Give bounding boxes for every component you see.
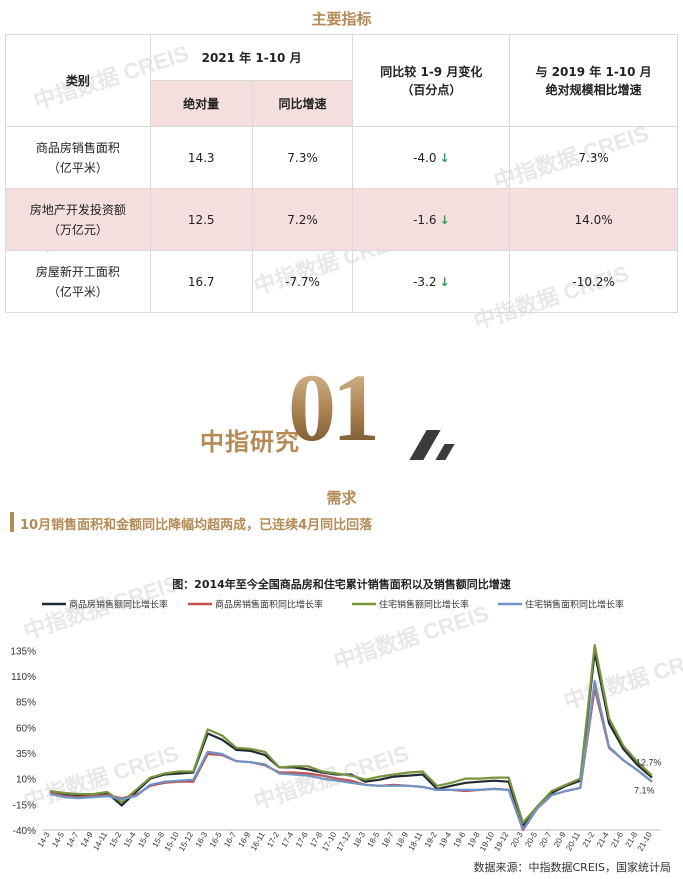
row-change: -1.6 ↓ xyxy=(352,188,511,251)
logo-number: 01 xyxy=(288,354,380,461)
chart-legend: 商品房销售额同比增长率 商品房销售面积同比增长率 住宅销售额同比增长率 住宅销售面积同… xyxy=(42,599,624,611)
x-tick-label: 15-4 xyxy=(122,830,138,849)
row-change: -4.0 ↓ xyxy=(352,126,511,189)
change-header: 同比较 1-9 月变化 （百分点） xyxy=(352,34,511,127)
data-source: 数据来源：中指数据CREIS，国家统计局 xyxy=(473,861,672,874)
y-tick-label: 135% xyxy=(10,646,36,657)
table-row: 房地产开发投资额 （万亿元） 12.5 7.2% -1.6 ↓ 14.0% xyxy=(5,188,678,251)
subtitle: 10月销售面积和金额同比降幅均超两成，已连续4月同比回落 xyxy=(20,518,373,533)
x-tick-label: 20-11 xyxy=(564,830,582,852)
x-tick-label: 16-5 xyxy=(208,830,224,849)
arrow-down-icon: ↓ xyxy=(439,150,450,165)
series-line xyxy=(49,643,653,824)
vs2019-header: 与 2019 年 1-10 月 绝对规模相比增速 xyxy=(509,34,678,127)
legend-label: 住宅销售额同比增长率 xyxy=(379,599,469,611)
yoy-header: 同比增速 xyxy=(251,80,354,127)
y-tick-label: 110% xyxy=(11,672,36,683)
row-yoy: -7.7% xyxy=(251,250,354,313)
legend-label: 商品房销售额同比增长率 xyxy=(69,599,168,611)
table-row: 商品房销售面积 （亿平米） 14.3 7.3% -4.0 ↓ 7.3% xyxy=(5,126,678,189)
x-tick-label: 20-7 xyxy=(538,830,554,849)
table-row: 房屋新开工面积 （亿平米） 16.7 -7.7% -3.2 ↓ -10.2% xyxy=(5,250,678,313)
row-abs: 14.3 xyxy=(149,126,253,189)
x-tick-label: 19-6 xyxy=(452,830,468,849)
abs-header: 绝对量 xyxy=(149,80,253,127)
x-tick-label: 20-5 xyxy=(523,830,539,849)
x-tick-label: 19-4 xyxy=(437,830,453,849)
arrow-down-icon: ↓ xyxy=(439,274,450,289)
data-label: 12.7% xyxy=(636,758,662,768)
period-header: 2021 年 1-10 月 xyxy=(149,34,354,81)
row-yoy: 7.2% xyxy=(251,188,354,251)
x-tick-label: 16-11 xyxy=(249,830,267,852)
logo-text: 中指研究 xyxy=(200,429,300,456)
slash-decoration xyxy=(435,444,455,460)
line-chart: 商品房销售额同比增长率 商品房销售面积同比增长率 住宅销售额同比增长率 住宅销售面积同… xyxy=(10,599,662,853)
category-header: 类别 xyxy=(5,34,151,127)
x-tick-label: 16-3 xyxy=(194,830,210,849)
x-tick-label: 20-3 xyxy=(509,830,525,849)
y-tick-label: 35% xyxy=(16,749,36,760)
x-tick-label: 14-7 xyxy=(65,830,81,849)
row-name: 商品房销售面积 （亿平米） xyxy=(5,126,151,189)
row-abs: 12.5 xyxy=(149,188,253,251)
arrow-down-icon: ↓ xyxy=(439,212,450,227)
y-tick-label: 10% xyxy=(16,775,36,786)
y-tick-label: -40% xyxy=(13,826,36,837)
x-tick-label: 14-11 xyxy=(91,830,109,852)
section-title-main-indicators: 主要指标 xyxy=(311,10,372,28)
row-abs: 16.7 xyxy=(149,250,253,313)
row-name: 房屋新开工面积 （亿平米） xyxy=(5,250,151,313)
x-tick-label: 14-3 xyxy=(36,830,52,849)
section-title-demand: 需求 xyxy=(326,489,357,507)
x-tick-label: 17-6 xyxy=(294,830,310,849)
row-yoy: 7.3% xyxy=(251,126,354,189)
x-tick-label: 14-5 xyxy=(50,830,66,849)
x-tick-label: 19-12 xyxy=(492,830,510,852)
x-tick-label: 21-4 xyxy=(595,830,611,849)
row-vs2019: 14.0% xyxy=(509,188,678,251)
x-tick-label: 21-10 xyxy=(636,830,654,852)
subtitle-accent-bar xyxy=(10,512,14,532)
x-tick-label: 21-6 xyxy=(609,830,625,849)
x-tick-label: 21-2 xyxy=(581,830,597,849)
row-vs2019: 7.3% xyxy=(509,126,678,189)
data-label: 7.1% xyxy=(634,786,655,796)
y-tick-label: -15% xyxy=(13,800,36,811)
slash-decoration xyxy=(409,430,441,460)
row-name: 房地产开发投资额 （万亿元） xyxy=(5,188,151,251)
x-tick-label: 15-6 xyxy=(136,830,152,849)
legend-label: 商品房销售面积同比增长率 xyxy=(215,599,323,611)
row-vs2019: -10.2% xyxy=(509,250,678,313)
x-tick-label: 16-7 xyxy=(222,830,238,849)
x-tick-label: 18-3 xyxy=(351,830,367,849)
series-line xyxy=(49,687,653,832)
x-tick-label: 18-7 xyxy=(380,830,396,849)
chart-title: 图：2014年至今全国商品房和住宅累计销售面积以及销售额同比增速 xyxy=(172,578,511,591)
x-tick-label: 17-4 xyxy=(280,830,296,849)
y-tick-label: 60% xyxy=(16,723,36,734)
x-tick-label: 18-5 xyxy=(366,830,382,849)
x-tick-label: 17-12 xyxy=(335,830,353,852)
x-tick-label: 15-2 xyxy=(108,830,124,849)
series-line xyxy=(49,651,653,827)
x-tick-label: 19-2 xyxy=(423,830,439,849)
y-tick-label: 85% xyxy=(16,698,36,709)
x-tick-label: 17-2 xyxy=(265,830,281,849)
indicators-table: 类别 2021 年 1-10 月 同比较 1-9 月变化 （百分点） 与 201… xyxy=(5,34,678,313)
row-change: -3.2 ↓ xyxy=(352,250,511,313)
x-tick-label: 18-11 xyxy=(407,830,425,852)
x-tick-label: 15-12 xyxy=(177,830,195,852)
series-line xyxy=(49,679,653,831)
legend-label: 住宅销售面积同比增长率 xyxy=(525,599,624,611)
section-logo: 中指研究 01 xyxy=(0,360,683,470)
